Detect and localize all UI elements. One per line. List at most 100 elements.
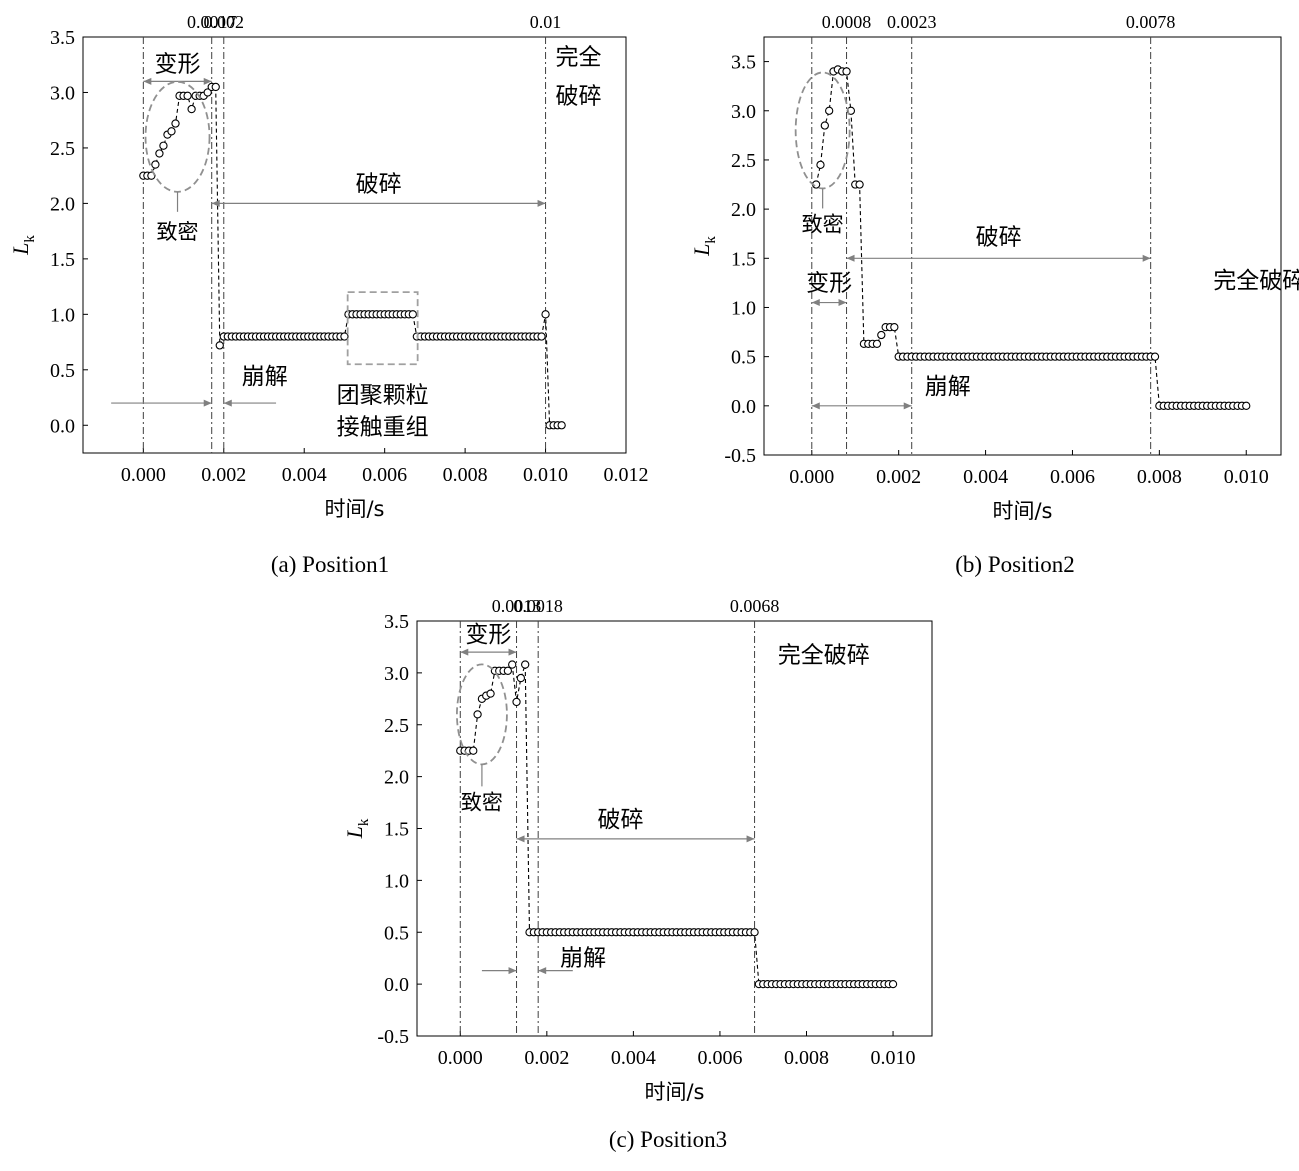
- data-point: [408, 310, 417, 319]
- phase-boundary-label: 0.0018: [513, 596, 563, 616]
- full-break-label: 完全破碎: [1213, 268, 1299, 294]
- phase-boundary-label: 0.01: [530, 12, 562, 32]
- data-point: [888, 979, 898, 989]
- x-tick-label: 0.008: [443, 464, 488, 486]
- break-arrow-head: [746, 835, 755, 843]
- y-tick-label: 0.0: [384, 974, 409, 996]
- y-tick-label: 1.5: [384, 819, 409, 841]
- data-point: [503, 666, 513, 675]
- y-tick-label: 2.0: [731, 199, 756, 221]
- deform-label: 变形: [806, 271, 852, 297]
- x-tick-label: 0.010: [871, 1047, 916, 1069]
- y-axis-title-sub: k: [22, 235, 38, 243]
- deform-arrow-head: [143, 77, 152, 85]
- x-tick-label: 0.004: [611, 1047, 656, 1069]
- data-point: [469, 746, 478, 755]
- phase-boundary-label: 0.002: [204, 12, 245, 32]
- x-tick-label: 0.002: [876, 466, 921, 488]
- x-axis-title: 时间/s: [992, 499, 1052, 523]
- full-break-label: 完全破碎: [778, 643, 870, 669]
- data-point: [1150, 352, 1160, 361]
- plot-frame: [82, 36, 627, 454]
- x-tick-label: 0.002: [201, 464, 246, 486]
- data-point: [750, 928, 759, 937]
- phase-boundary-label: 0.0023: [887, 12, 937, 32]
- break-arrow-head: [537, 199, 546, 207]
- data-point: [167, 127, 176, 136]
- full-break-label-2: 破碎: [556, 84, 602, 110]
- panel-caption: (b) Position2: [955, 552, 1074, 577]
- y-axis-title-main: L: [689, 244, 714, 257]
- break-label: 破碎: [356, 171, 402, 197]
- y-tick-label: 2.5: [50, 138, 75, 160]
- series-line: [143, 86, 562, 426]
- collapse-arrow-right-head: [538, 967, 547, 975]
- break-arrow-head: [516, 835, 525, 843]
- x-tick-label: 0.000: [789, 466, 834, 488]
- deform-arrow-head: [838, 299, 847, 307]
- plot-frame: [416, 620, 933, 1037]
- y-axis-title: Lk: [342, 818, 372, 839]
- data-point: [816, 160, 825, 170]
- x-tick-label: 0.010: [523, 464, 568, 486]
- data-point: [1242, 401, 1251, 410]
- phase-boundary-label: 0.0013: [492, 596, 542, 616]
- y-tick-label: 0.5: [50, 360, 75, 382]
- data-point: [473, 710, 482, 719]
- y-axis-title-main: L: [342, 826, 367, 839]
- collapse-label: 崩解: [925, 374, 971, 400]
- collapse-arrow-left-head: [811, 402, 820, 410]
- deform-arrow-head: [460, 648, 469, 656]
- regroup-label-1: 团聚颗粒: [337, 383, 429, 409]
- dense-label: 致密: [802, 212, 844, 236]
- regroup-label-2: 接触重组: [337, 415, 429, 441]
- y-axis-title-sub: k: [356, 818, 372, 826]
- chart-position2: -0.5 0.0 0.5 1.0 1.5 2.0 2.5 3.0 3.5 0.000 0.002 0.…: [689, 12, 1299, 577]
- collapse-arrow-right-head: [903, 402, 912, 410]
- regroup-box: [346, 291, 419, 366]
- data-point: [820, 121, 829, 130]
- panel-caption: (a) Position1: [271, 552, 389, 577]
- data-point: [215, 341, 224, 350]
- deform-arrow-head: [508, 648, 517, 656]
- data-point: [155, 149, 164, 158]
- y-tick-label: 3.5: [384, 611, 409, 633]
- data-point: [187, 104, 196, 114]
- y-tick-label: 2.5: [384, 715, 409, 737]
- data-point: [842, 67, 851, 76]
- x-tick-label: 0.000: [438, 1047, 483, 1069]
- deform-label: 变形: [465, 622, 511, 648]
- y-tick-label: 1.0: [384, 870, 409, 892]
- full-break-label-1: 完全: [556, 45, 602, 71]
- data-point: [557, 421, 566, 430]
- y-tick-label: 3.5: [50, 27, 75, 49]
- break-label: 破碎: [976, 224, 1022, 250]
- deform-arrow-head: [811, 299, 820, 307]
- data-point: [890, 322, 899, 332]
- data-point: [486, 689, 495, 698]
- y-axis-title: Lk: [689, 236, 719, 257]
- chart-position1: 0.0 0.5 1.0 1.5 2.0 2.5 3.0 3.5 0.000 0.002 0.004 0…: [8, 12, 649, 577]
- y-tick-label: 1.0: [731, 297, 756, 319]
- phase-boundary-label: 0.0068: [730, 596, 780, 616]
- y-axis-title-sub: k: [703, 236, 719, 244]
- data-point: [512, 697, 521, 707]
- dense-ellipse: [794, 71, 851, 190]
- data-point: [171, 119, 180, 128]
- y-tick-label: 0.5: [731, 347, 756, 369]
- break-label: 破碎: [598, 807, 644, 833]
- y-tick-label: 2.5: [731, 150, 756, 172]
- y-tick-label: 3.0: [731, 101, 756, 123]
- collapse-arrow-left-head: [203, 399, 212, 407]
- collapse-label: 崩解: [560, 945, 606, 971]
- x-tick-label: 0.008: [784, 1047, 829, 1069]
- dense-label: 致密: [157, 220, 199, 244]
- data-point: [537, 332, 546, 341]
- plot-frame: [763, 36, 1282, 456]
- y-tick-label: 1.5: [50, 249, 75, 271]
- x-tick-label: 0.010: [1224, 466, 1269, 488]
- data-point: [159, 141, 168, 150]
- data-point: [183, 91, 192, 100]
- data-point: [541, 310, 550, 319]
- x-tick-label: 0.008: [1137, 466, 1182, 488]
